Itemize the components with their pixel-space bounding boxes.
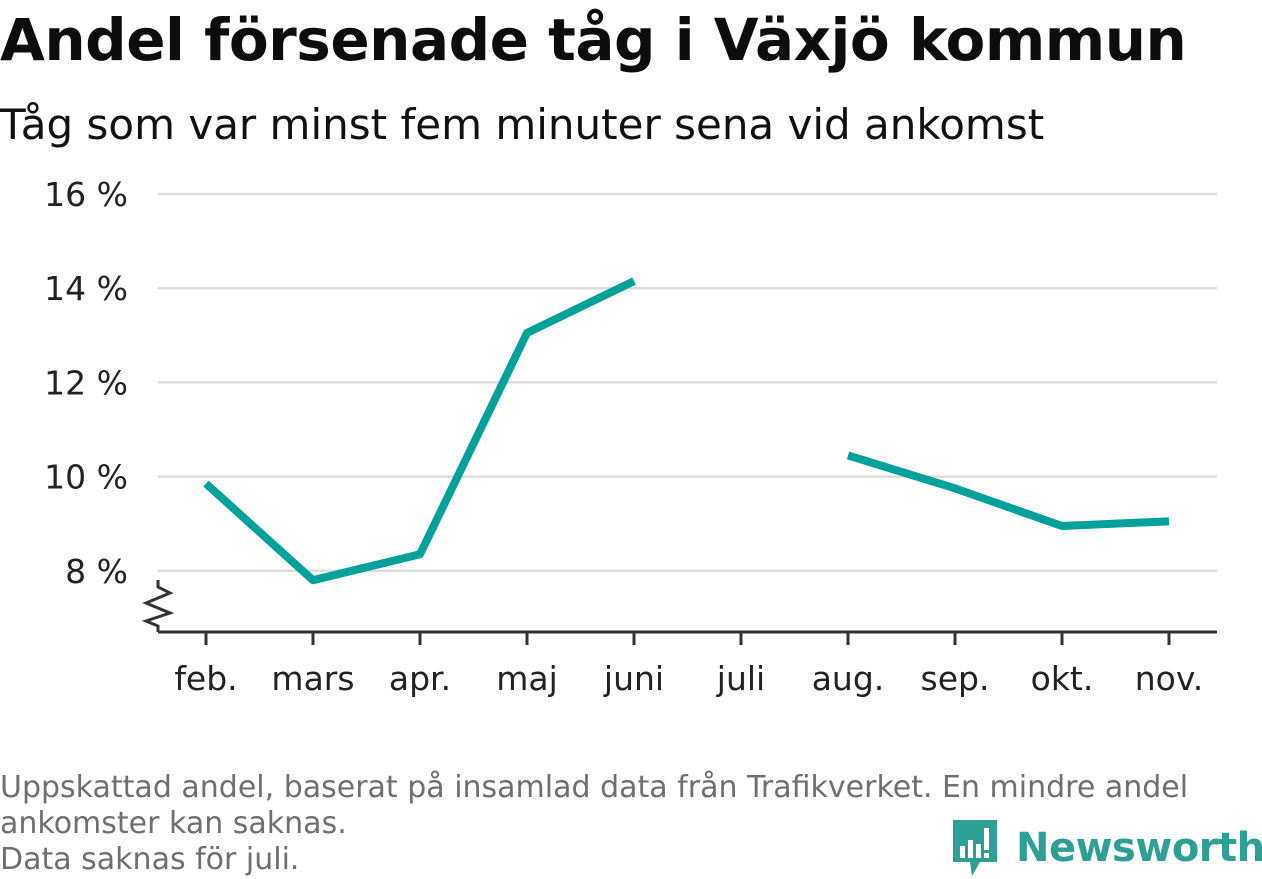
chart-title: Andel försenade tåg i Växjö kommun bbox=[0, 6, 1187, 74]
footnote-line: Uppskattad andel, baserat på insamlad da… bbox=[0, 770, 1189, 805]
y-tick-label: 12 % bbox=[44, 363, 128, 402]
x-axis bbox=[141, 580, 1217, 634]
series-line-segment bbox=[203, 277, 636, 585]
newsworthy-logo: Newsworthy bbox=[950, 818, 1262, 878]
axis-break-marker bbox=[141, 580, 175, 632]
x-tick-label: feb. bbox=[174, 659, 237, 698]
y-tick-label: 10 % bbox=[44, 458, 128, 497]
x-tick-label: mars bbox=[271, 659, 354, 698]
x-tick-label: sep. bbox=[921, 659, 990, 698]
series-line-segment bbox=[846, 451, 1170, 531]
footnote-line: Data saknas för juli. bbox=[0, 842, 300, 877]
bar-chart-speech-bubble-icon bbox=[953, 820, 997, 876]
y-tick-label: 8 % bbox=[65, 552, 128, 591]
x-tick-label: nov. bbox=[1135, 659, 1204, 698]
y-tick-label: 14 % bbox=[44, 269, 128, 308]
x-axis-ticks: feb. mars apr. maj juni juli aug. sep. okt. nov. bbox=[174, 632, 1203, 698]
x-tick-label: juli bbox=[716, 659, 765, 698]
y-axis-ticks: 8 % 10 % 12 % 14 % 16 % bbox=[44, 175, 128, 591]
series-lines bbox=[203, 277, 1170, 585]
x-tick-label: aug. bbox=[812, 659, 885, 698]
x-tick-label: maj bbox=[496, 659, 558, 698]
chart-subtitle: Tåg som var minst fem minuter sena vid a… bbox=[0, 100, 1045, 149]
x-tick-label: okt. bbox=[1031, 659, 1094, 698]
gridlines bbox=[158, 192, 1217, 573]
footnote-line: ankomster kan saknas. bbox=[0, 806, 347, 841]
footnote: Uppskattad andel, baserat på insamlad da… bbox=[0, 770, 1250, 878]
logo-text: Newsworthy bbox=[1016, 825, 1262, 871]
x-tick-label: juni bbox=[603, 659, 664, 698]
y-tick-label: 16 % bbox=[44, 175, 128, 214]
x-tick-label: apr. bbox=[389, 659, 451, 698]
